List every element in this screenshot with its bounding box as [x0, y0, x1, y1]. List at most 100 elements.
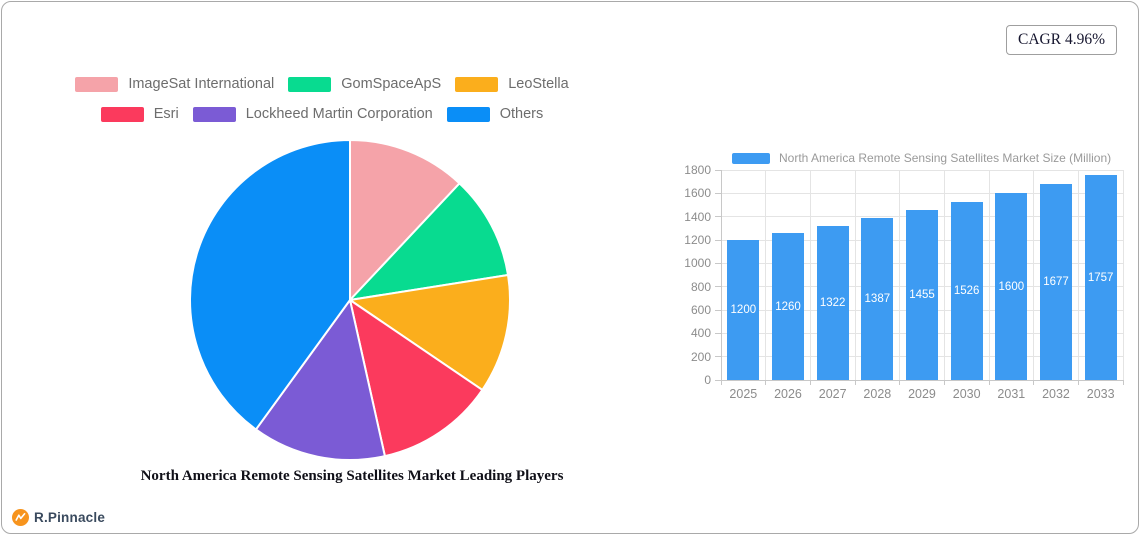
bar-value-label: 1600 — [998, 280, 1025, 293]
pie-legend: ImageSat International GomSpaceApS LeoStel… — [12, 76, 632, 136]
y-axis-tick — [715, 169, 721, 171]
bar-legend-item[interactable]: North America Remote Sensing Satellites … — [732, 151, 1111, 165]
bar-2027[interactable]: 1322 — [816, 225, 849, 380]
legend-item-leostella[interactable]: LeoStella — [455, 76, 569, 92]
bar-2029[interactable]: 1455 — [906, 210, 938, 380]
bar-2025[interactable]: 1200 — [727, 240, 760, 380]
x-axis-tick — [899, 380, 901, 385]
x-tick-label: 2033 — [1086, 387, 1115, 401]
gridline-h — [721, 379, 1123, 381]
x-tick-label: 2027 — [818, 387, 847, 401]
x-tick-label: 2031 — [997, 387, 1026, 401]
brand-name: R.Pinnacle — [34, 510, 106, 525]
gridline-v — [899, 170, 901, 380]
pie-slice-imagesat-international[interactable] — [349, 139, 461, 301]
legend-item-esri[interactable]: Esri — [100, 106, 179, 122]
pie-slice-lockheed-martin-corporation[interactable] — [254, 299, 386, 461]
brand-logo: R.Pinnacle — [12, 509, 105, 526]
legend-swatch — [75, 76, 119, 92]
y-tick-label: 400 — [690, 326, 711, 341]
pie-chart — [189, 139, 511, 461]
bar-2030[interactable]: 1526 — [950, 201, 983, 380]
gridline-v — [720, 170, 722, 380]
bar-value-label: 1387 — [864, 293, 891, 306]
x-axis-tick — [1033, 380, 1035, 385]
legend-label: GomSpaceApS — [341, 76, 442, 92]
y-tick-label: 0 — [704, 373, 711, 387]
x-axis-tick — [854, 380, 856, 385]
bar-2026[interactable]: 1260 — [772, 233, 804, 380]
gridline-v — [854, 170, 856, 380]
y-axis-tick — [715, 332, 721, 334]
y-axis-tick — [715, 309, 721, 311]
gridline-h — [721, 169, 1123, 171]
y-axis-tick — [715, 262, 721, 264]
legend-label: ImageSat International — [128, 76, 275, 92]
bar-value-label: 1677 — [1043, 276, 1069, 289]
bar-value-label: 1200 — [730, 304, 757, 316]
legend-swatch — [100, 106, 144, 122]
legend-item-lockheed-martin-corporation[interactable]: Lockheed Martin Corporation — [192, 106, 433, 122]
y-tick-label: 1600 — [684, 186, 711, 201]
bar-value-label: 1322 — [819, 296, 846, 309]
gridline-v — [765, 170, 767, 380]
x-tick-label: 2030 — [952, 387, 981, 401]
y-tick-label: 1400 — [684, 209, 711, 224]
x-axis-tick — [1077, 380, 1079, 385]
x-axis-tick — [1122, 380, 1124, 385]
pie-slice-others[interactable] — [189, 139, 351, 431]
legend-label: Esri — [153, 106, 179, 122]
y-axis-tick — [715, 216, 721, 218]
bar-2033[interactable]: 1757 — [1084, 175, 1117, 380]
pie-slice-leostella[interactable] — [349, 273, 511, 391]
gridline-v — [943, 170, 945, 380]
legend-row: Esri Lockheed Martin Corporation Others — [12, 106, 632, 122]
x-tick-label: 2025 — [729, 387, 758, 401]
bar-value-label: 1260 — [775, 300, 801, 313]
gridline-v — [988, 170, 990, 380]
cagr-badge: CAGR 4.96% — [1006, 25, 1117, 55]
bar-value-label: 1526 — [953, 284, 980, 297]
pie-slice-esri[interactable] — [349, 299, 484, 458]
y-tick-label: 200 — [690, 349, 711, 364]
y-tick-label: 1800 — [684, 163, 711, 177]
x-axis-tick — [720, 380, 722, 385]
legend-item-gomspaceaps[interactable]: GomSpaceApS — [288, 76, 441, 92]
bar-2032[interactable]: 1677 — [1040, 184, 1072, 380]
legend-item-others[interactable]: Others — [446, 106, 544, 122]
legend-item-imagesat-international[interactable]: ImageSat International — [75, 76, 274, 92]
x-axis-tick — [943, 380, 945, 385]
y-tick-label: 800 — [690, 279, 711, 294]
legend-swatch — [446, 106, 490, 122]
bar-legend-label: North America Remote Sensing Satellites … — [779, 151, 1112, 165]
gridline-v — [809, 170, 811, 380]
y-axis-tick — [715, 192, 721, 194]
y-axis-tick — [715, 379, 721, 381]
bar-value-label: 1757 — [1087, 271, 1114, 284]
legend-swatch — [192, 106, 236, 122]
bar-2031[interactable]: 1600 — [995, 193, 1028, 380]
legend-swatch — [288, 76, 332, 92]
gridline-v — [1033, 170, 1035, 380]
gridline-v — [1077, 170, 1079, 380]
bar-value-label: 1455 — [909, 289, 935, 302]
pie-slice-gomspaceaps[interactable] — [349, 182, 510, 301]
y-axis-tick — [715, 239, 721, 241]
y-tick-label: 600 — [690, 303, 711, 317]
brand-zigzag-icon — [12, 509, 29, 526]
y-tick-label: 1000 — [684, 256, 711, 271]
y-axis-tick — [715, 356, 721, 358]
pie-title: North America Remote Sensing Satellites … — [140, 468, 564, 484]
x-tick-label: 2032 — [1042, 387, 1070, 401]
y-tick-label: 1200 — [684, 233, 711, 247]
bar-2028[interactable]: 1387 — [861, 218, 894, 380]
x-axis-tick — [765, 380, 767, 385]
x-axis-tick — [809, 380, 811, 385]
x-tick-label: 2029 — [908, 387, 936, 401]
x-axis-tick — [988, 380, 990, 385]
legend-label: Others — [499, 106, 544, 122]
legend-swatch — [455, 76, 499, 92]
y-axis-tick — [715, 286, 721, 288]
x-tick-label: 2026 — [774, 387, 802, 401]
